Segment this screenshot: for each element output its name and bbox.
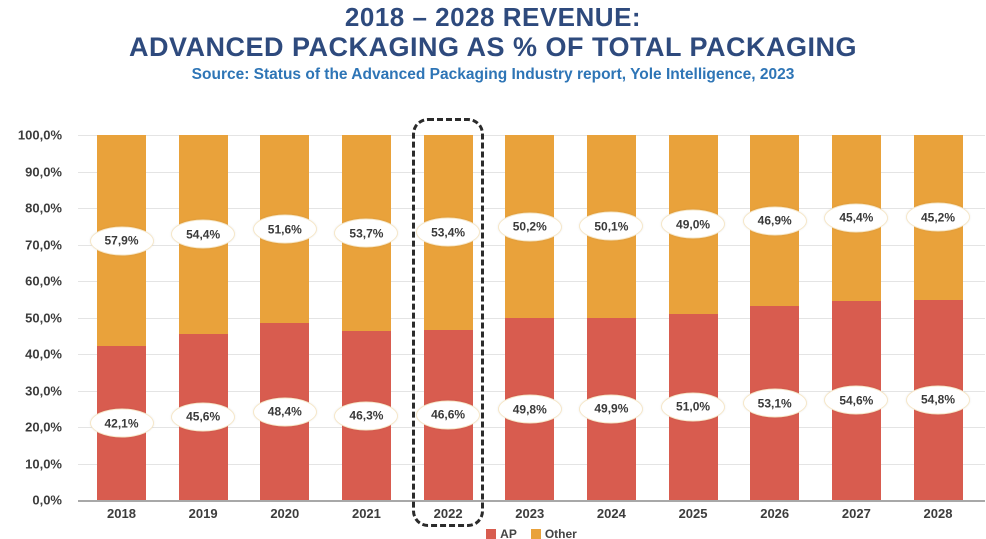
chart-source: Source: Status of the Advanced Packaging… — [191, 66, 795, 83]
segment-label-other-2027: 45,4% — [824, 203, 889, 233]
segment-label-other-2025: 49,0% — [661, 209, 726, 239]
segment-label-other-2024: 50,1% — [579, 211, 644, 241]
segment-label-other-2022: 53,4% — [416, 217, 481, 247]
chart-title-line2: ADVANCED PACKAGING AS % OF TOTAL PACKAGI… — [128, 32, 858, 62]
y-axis-label-100: 100,0% — [17, 127, 62, 143]
segment-label-ap-2023: 49,8% — [497, 394, 562, 424]
segment-label-ap-2021: 46,3% — [334, 401, 399, 430]
highlight-box-2022 — [412, 118, 485, 527]
segment-label-other-2021: 53,7% — [334, 218, 399, 248]
y-axis-label-40: 40,0% — [25, 346, 62, 362]
segment-label-ap-2020: 48,4% — [252, 397, 317, 427]
legend-swatch-other — [530, 529, 541, 539]
legend-item-other: Other — [530, 527, 577, 539]
legend-swatch-ap — [486, 529, 497, 539]
x-axis-label-2020: 2020 — [270, 506, 300, 521]
segment-label-ap-2025: 51,0% — [661, 392, 726, 422]
y-axis-label-70: 70,0% — [25, 237, 62, 252]
y-axis-label-90: 90,0% — [25, 164, 62, 179]
segment-label-ap-2024: 49,9% — [579, 394, 644, 424]
segment-label-ap-2026: 53,1% — [742, 388, 807, 418]
x-axis-label-2022: 2022 — [433, 506, 463, 521]
segment-label-other-2023: 50,2% — [497, 212, 562, 242]
segment-label-ap-2027: 54,6% — [824, 385, 889, 415]
x-axis-label-2027: 2027 — [841, 506, 871, 521]
y-axis-label-50: 50,0% — [25, 310, 62, 325]
segment-label-other-2028: 45,2% — [906, 202, 970, 232]
segment-label-ap-2028: 54,8% — [906, 385, 970, 415]
x-axis-label-2021: 2021 — [351, 506, 381, 521]
y-axis-label-30: 30,0% — [25, 383, 62, 398]
gridline-0 — [78, 500, 985, 502]
legend-item-ap: AP — [486, 527, 517, 539]
segment-label-ap-2018: 42,1% — [89, 408, 154, 438]
x-axis-label-2019: 2019 — [188, 506, 218, 521]
segment-label-ap-2019: 45,6% — [171, 402, 236, 432]
y-axis-label-20: 20,0% — [25, 419, 62, 435]
segment-label-other-2026: 46,9% — [742, 206, 807, 236]
legend-label-ap: AP — [500, 527, 517, 539]
segment-label-other-2018: 57,9% — [89, 226, 154, 256]
chart-title-line1: 2018 – 2028 REVENUE: — [344, 2, 642, 32]
segment-label-other-2020: 51,6% — [252, 214, 317, 244]
segment-label-other-2019: 54,4% — [171, 219, 236, 249]
x-axis-label-2025: 2025 — [678, 506, 708, 521]
x-axis-label-2026: 2026 — [760, 506, 790, 521]
legend: AP Other — [78, 527, 985, 539]
y-axis-label-0: 0,0% — [32, 492, 62, 508]
x-axis-label-2028: 2028 — [923, 506, 953, 521]
y-axis-label-10: 10,0% — [25, 456, 62, 471]
x-axis-label-2018: 2018 — [107, 506, 136, 521]
y-axis-label-60: 60,0% — [25, 273, 62, 289]
x-axis-label-2024: 2024 — [596, 506, 626, 521]
x-axis-label-2023: 2023 — [515, 506, 545, 521]
segment-label-ap-2022: 46,6% — [416, 400, 481, 430]
y-axis-label-80: 80,0% — [25, 200, 62, 216]
legend-label-other: Other — [544, 527, 577, 539]
